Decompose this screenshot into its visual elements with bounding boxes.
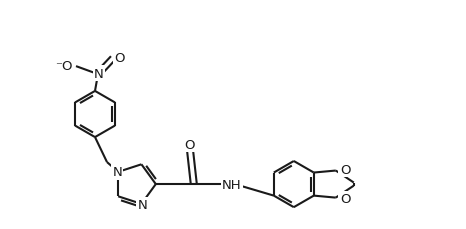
Text: O: O: [340, 192, 350, 205]
Text: N: N: [137, 199, 147, 211]
Text: O: O: [185, 139, 195, 151]
Text: ⁻O: ⁻O: [55, 59, 73, 72]
Text: O: O: [340, 163, 350, 176]
Text: N: N: [112, 166, 122, 179]
Text: N: N: [94, 67, 104, 80]
Text: NH: NH: [222, 178, 241, 191]
Text: O: O: [115, 51, 125, 64]
